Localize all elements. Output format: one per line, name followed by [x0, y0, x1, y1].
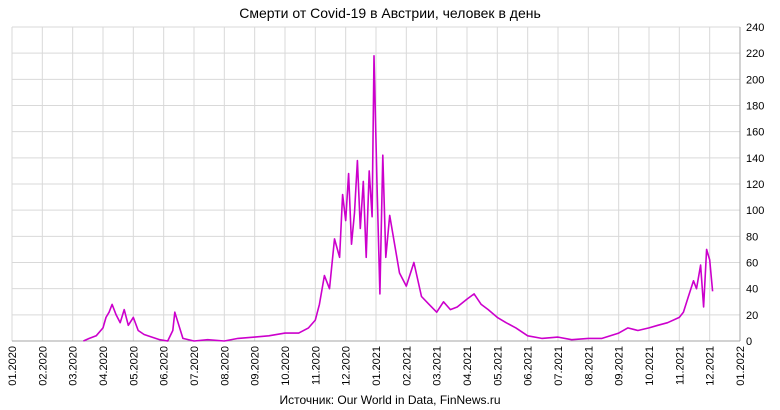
x-tick-label: 07.2021: [553, 346, 565, 386]
y-tick-label: 120: [746, 179, 764, 191]
y-tick-label: 200: [746, 74, 764, 86]
x-tick-label: 06.2021: [523, 346, 535, 386]
x-tick-label: 07.2020: [189, 346, 201, 386]
x-tick-label: 04.2020: [98, 346, 110, 386]
y-tick-label: 220: [746, 48, 764, 60]
x-tick-label: 08.2021: [583, 346, 595, 386]
x-tick-label: 09.2021: [614, 346, 626, 386]
x-tick-label: 04.2021: [462, 346, 474, 386]
series: [83, 54, 714, 342]
y-tick-label: 0: [746, 336, 752, 348]
x-tick-label: 02.2021: [401, 346, 413, 386]
axes: [12, 27, 741, 342]
x-tick-label: 02.2020: [37, 346, 49, 386]
x-tick-label: 06.2020: [159, 346, 171, 386]
x-tick-label: 05.2021: [492, 346, 504, 386]
x-tick-label: 10.2020: [280, 346, 292, 386]
x-tick-label: 11.2020: [310, 346, 322, 385]
x-tick-label: 03.2020: [68, 346, 80, 386]
x-tick-label: 09.2020: [250, 346, 262, 386]
x-tick-label: 01.2021: [371, 346, 383, 386]
y-tick-label: 140: [746, 153, 764, 165]
x-tick-label: 08.2020: [219, 346, 231, 386]
y-tick-label: 240: [746, 22, 764, 34]
x-tick-label: 12.2021: [705, 346, 717, 386]
x-tick-labels: 01.2020 02.2020 03.2020 04.2020 05.2020 06.20…: [7, 346, 747, 386]
y-tick-label: 100: [746, 205, 764, 217]
y-tick-label: 20: [746, 310, 758, 322]
y-tick-label: 60: [746, 258, 758, 270]
x-tick-label: 05.2020: [128, 346, 140, 386]
chart-title: Смерти от Covid-19 в Австрии, человек в …: [239, 5, 541, 21]
x-tick-label: 11.2021: [674, 346, 686, 385]
x-tick-label: 01.2020: [7, 346, 19, 386]
chart-source: Источник: Our World in Data, FinNews.ru: [279, 393, 500, 407]
y-tick-label: 160: [746, 127, 764, 139]
grid: [11, 26, 741, 342]
y-tick-label: 180: [746, 101, 764, 113]
x-tick-label: 03.2021: [432, 346, 444, 386]
x-tick-label: 01.2022: [735, 346, 747, 386]
y-tick-label: 40: [746, 284, 758, 296]
y-tick-label: 80: [746, 231, 758, 243]
y-tick-labels: 0 20 40 60 80 100 120 140 160 180 200 220 240: [746, 22, 764, 348]
x-tick-label: 12.2020: [341, 346, 353, 386]
x-tick-label: 10.2021: [644, 346, 656, 386]
series-line: [83, 54, 714, 342]
